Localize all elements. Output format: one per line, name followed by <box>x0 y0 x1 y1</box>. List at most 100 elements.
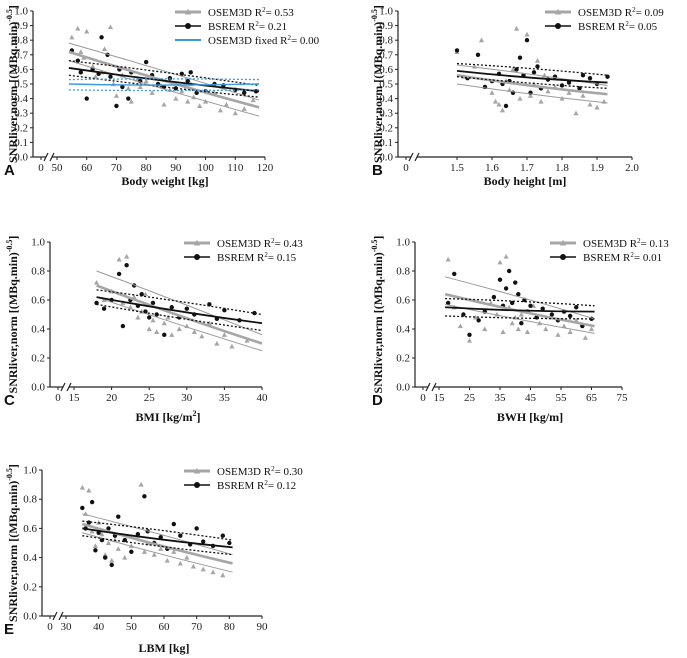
legend-label: BSREM R2= 0.01 <box>583 251 662 264</box>
y-tick-label: 0.8 <box>396 266 410 278</box>
osem3d-point <box>206 320 212 326</box>
osem3d-point <box>518 311 524 317</box>
y-tick-label: 0.9 <box>14 20 28 32</box>
bsrem-point <box>171 521 176 527</box>
osem3d-point <box>84 28 90 34</box>
osem3d-point <box>151 552 157 557</box>
osem3d-ci-band <box>82 513 233 556</box>
osem3d-point <box>497 259 503 265</box>
osem3d-point <box>250 97 256 103</box>
osem3d-point <box>190 563 196 569</box>
osem3d-point <box>513 25 520 31</box>
legend-item: OSEM3D fixed R2= 0.00 <box>175 34 320 47</box>
legend-item: BSREM R2= 0.21 <box>175 20 287 33</box>
legend-item: OSEM3D R2= 0.43 <box>184 237 303 250</box>
x-tick-label: 0 <box>47 621 53 633</box>
axis-break-mark <box>52 611 58 621</box>
x-tick-label: 55 <box>556 392 568 404</box>
y-tick-label: 1.0 <box>396 237 410 249</box>
bsrem-ci-band <box>68 59 260 87</box>
y-tick-label: 0.1 <box>379 137 393 149</box>
osem3d-point <box>567 329 573 334</box>
osem3d-point <box>466 338 473 343</box>
x-tick-label: 50 <box>52 162 64 174</box>
y-tick-label: 0.2 <box>379 122 393 134</box>
x-tick-label: 30 <box>181 392 193 404</box>
osem3d-point <box>115 546 121 551</box>
osem3d-point <box>185 98 191 104</box>
osem3d-point <box>524 329 531 334</box>
osem3d-point <box>161 101 167 107</box>
bsrem-ci-band <box>456 62 608 76</box>
osem3d-point <box>241 106 247 111</box>
osem3d-point <box>125 85 131 91</box>
x-tick-label: 2.0 <box>625 162 639 174</box>
legend-circle-marker <box>560 254 566 260</box>
x-tick-label: 70 <box>191 621 203 633</box>
osem3d-point <box>524 31 530 37</box>
x-tick-label: 15 <box>434 392 446 404</box>
legend-label: OSEM3D fixed R2= 0.00 <box>208 34 320 47</box>
osem3d-point <box>69 34 75 40</box>
osem3d-point <box>492 98 499 104</box>
osem3d-point <box>128 98 134 104</box>
bsrem-point <box>514 67 519 72</box>
osem3d-point <box>214 340 220 346</box>
x-tick-label: 100 <box>197 162 214 174</box>
x-tick-label: 15 <box>69 392 81 404</box>
legend-label: BSREM R2= 0.21 <box>208 20 287 33</box>
panel-e: 0.0 0.2 0.4 0.6 0.8 1.0 0 30 40 50 60 70 80 90 E LBM [k… <box>4 464 303 655</box>
osem3d-point <box>102 552 108 557</box>
bsrem-point <box>535 64 540 69</box>
osem3d-point <box>500 329 506 334</box>
x-axis-title: BWH [kg/m] <box>497 410 563 424</box>
y-axis-title: SNRliver,norm [(MBq.min)-0.5] <box>5 464 20 622</box>
osem3d-point <box>482 326 488 332</box>
bsrem-point <box>491 294 497 300</box>
osem3d-point <box>517 96 523 101</box>
bsrem-point <box>161 84 167 90</box>
bsrem-point <box>476 318 481 323</box>
x-tick-label: 25 <box>464 392 476 404</box>
x-tick-label: 35 <box>495 392 507 404</box>
panel-letter: C <box>4 392 15 409</box>
x-tick-label: 40 <box>257 392 269 404</box>
bsrem-point <box>135 532 141 537</box>
osem3d-point <box>107 24 114 30</box>
axis-break-mark <box>425 382 431 392</box>
bsrem-ci-band <box>82 520 233 541</box>
osem3d-fixed-fit-line <box>68 83 260 86</box>
y-tick-label: 0.3 <box>14 108 28 120</box>
y-tick-label: 0.9 <box>379 20 393 32</box>
osem3d-point <box>197 103 203 108</box>
y-tick-label: 0.8 <box>31 266 45 278</box>
bsrem-fit-line <box>445 306 595 313</box>
x-tick-label: 1.8 <box>555 162 569 174</box>
x-tick-label: 90 <box>170 162 182 174</box>
y-tick-label: 0.4 <box>31 324 45 336</box>
legend-label: OSEM3D R2= 0.09 <box>578 6 664 19</box>
legend-label: OSEM3D R2= 0.13 <box>583 237 669 250</box>
x-tick-label: 20 <box>106 392 118 404</box>
bsrem-point <box>89 499 95 505</box>
osem3d-point <box>527 93 534 98</box>
osem3d-point <box>105 540 112 546</box>
osem3d-point <box>173 96 179 101</box>
osem3d-point <box>154 329 160 334</box>
bsrem-point <box>220 533 225 538</box>
y-tick-label: 0.2 <box>31 353 45 365</box>
bsrem-point <box>84 96 89 101</box>
osem3d-point <box>199 333 205 339</box>
legend-item: BSREM R2= 0.01 <box>550 251 662 264</box>
bsrem-point <box>566 80 572 85</box>
y-tick-label: 0.6 <box>14 64 28 76</box>
bsrem-point <box>574 305 579 310</box>
osem3d-point <box>478 37 485 43</box>
x-tick-label: 45 <box>525 392 537 404</box>
osem3d-point <box>93 280 100 285</box>
osem3d-point <box>142 291 149 297</box>
bsrem-point <box>580 73 586 78</box>
osem3d-ci-band <box>96 296 263 352</box>
bsrem-point <box>503 103 509 109</box>
